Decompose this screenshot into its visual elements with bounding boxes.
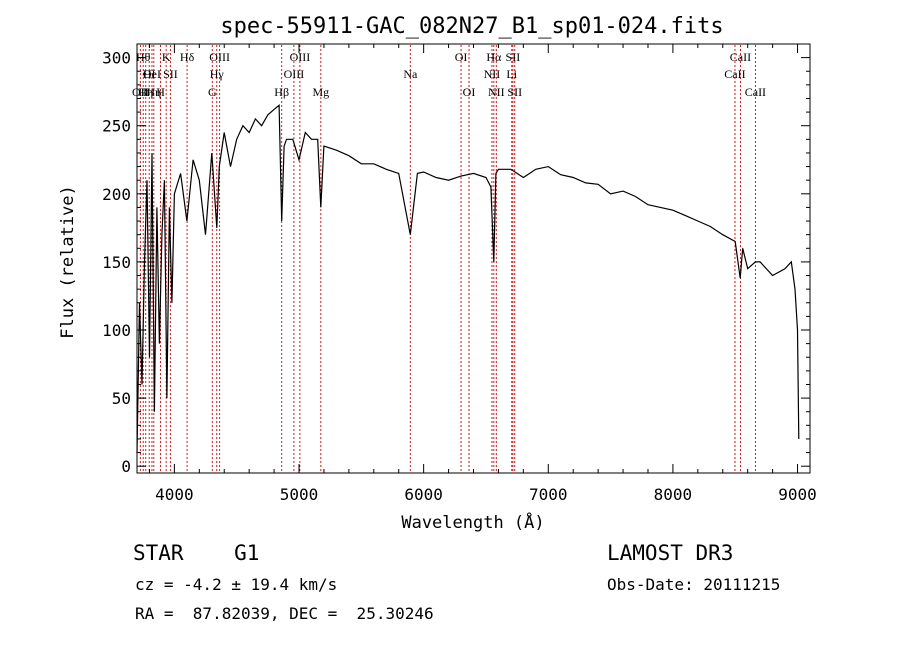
x-tick-label: 6000 bbox=[404, 485, 443, 504]
obs-date: Obs-Date: 20111215 bbox=[607, 575, 781, 594]
object-class: STAR G1 bbox=[133, 541, 260, 565]
y-tick-label: 0 bbox=[121, 457, 131, 476]
line-label: Hδ bbox=[180, 50, 195, 64]
emission-lines bbox=[139, 45, 756, 472]
spectrum-line bbox=[136, 104, 800, 453]
line-label: OIII bbox=[284, 67, 305, 81]
line-label: Hθ bbox=[136, 50, 151, 64]
line-label: NII bbox=[488, 85, 505, 99]
coordinates: RA = 87.82039, DEC = 25.30246 bbox=[135, 604, 434, 623]
line-label: NII bbox=[484, 67, 501, 81]
line-label: Hγ bbox=[210, 67, 225, 81]
y-tick-label: 300 bbox=[102, 49, 131, 68]
line-label: OIII bbox=[290, 50, 311, 64]
line-label: SII bbox=[163, 67, 178, 81]
line-label: K bbox=[162, 50, 171, 64]
line-label: Hη bbox=[146, 85, 161, 99]
line-labels: OIIHθHηOIHeIHηHKSIIHδGHγOIIIHβOIIIOIIIMg… bbox=[132, 50, 766, 99]
y-axis-label: Flux (relative) bbox=[58, 185, 78, 339]
y-tick-label: 50 bbox=[112, 389, 131, 408]
line-label: Li bbox=[506, 67, 517, 81]
y-tick-label: 250 bbox=[102, 117, 131, 136]
line-label: Hα bbox=[486, 50, 502, 64]
axes: 4000 5000 6000 7000 8000 9000 0 50 100 150 200 250 3… bbox=[102, 44, 817, 504]
line-label: SII bbox=[506, 50, 521, 64]
y-tick-label: 150 bbox=[102, 253, 131, 272]
line-label: Mg bbox=[312, 85, 329, 99]
y-tick-label: 100 bbox=[102, 321, 131, 340]
x-tick-label: 5000 bbox=[280, 485, 319, 504]
x-axis-label: Wavelength (Å) bbox=[401, 511, 544, 533]
line-label: G bbox=[208, 85, 217, 99]
line-label: CaII bbox=[730, 50, 751, 64]
line-label: CaII bbox=[724, 67, 745, 81]
line-label: Hβ bbox=[274, 85, 289, 99]
plot-frame bbox=[136, 43, 811, 474]
x-tick-label: 8000 bbox=[654, 485, 693, 504]
line-label: OI bbox=[463, 85, 476, 99]
chart-title: spec-55911-GAC_082N27_B1_sp01-024.fits bbox=[220, 14, 723, 39]
line-label: HeI bbox=[143, 67, 161, 81]
y-tick-label: 200 bbox=[102, 185, 131, 204]
x-tick-label: 4000 bbox=[155, 485, 194, 504]
line-label: OI bbox=[143, 67, 156, 81]
line-label: OIII bbox=[209, 50, 230, 64]
line-label: Na bbox=[403, 67, 418, 81]
x-tick-label: 7000 bbox=[529, 485, 568, 504]
line-label: SII bbox=[507, 85, 522, 99]
line-label: H bbox=[156, 85, 165, 99]
redshift-value: cz = -4.2 ± 19.4 km/s bbox=[135, 575, 338, 594]
x-tick-label: 9000 bbox=[778, 485, 817, 504]
line-label: OII bbox=[132, 85, 149, 99]
line-label: CaII bbox=[745, 85, 766, 99]
line-label: Hη bbox=[138, 85, 153, 99]
survey-name: LAMOST DR3 bbox=[607, 541, 734, 565]
line-label: OI bbox=[455, 50, 468, 64]
